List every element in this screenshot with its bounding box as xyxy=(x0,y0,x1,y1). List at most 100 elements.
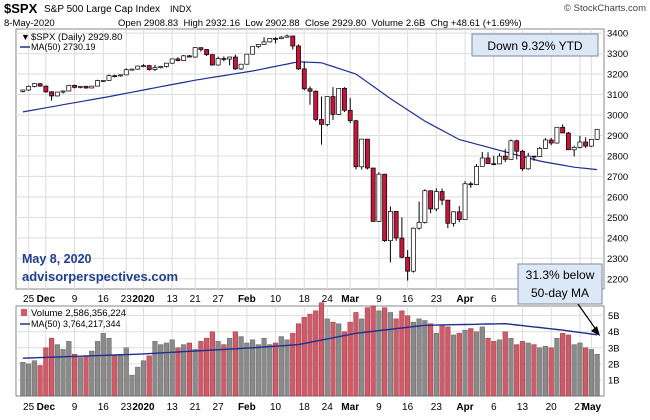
volume-bar xyxy=(163,342,169,397)
candle-body xyxy=(175,58,181,61)
candle-body xyxy=(192,47,198,58)
candle-body xyxy=(83,85,89,89)
candle-body xyxy=(158,66,164,69)
date-tick-label: 24 xyxy=(322,402,334,413)
date-tick-label: Apr xyxy=(456,402,473,413)
candle-body xyxy=(146,65,152,70)
date-tick-label: 16 xyxy=(402,402,414,413)
volume-bar xyxy=(158,344,164,397)
price-tick-label: 3000 xyxy=(607,110,628,121)
volume-bar xyxy=(146,355,152,397)
candle-body xyxy=(186,55,192,58)
date-tick-label: 6 xyxy=(491,294,497,305)
candle-body xyxy=(135,65,141,70)
volume-bar xyxy=(439,325,445,397)
price-tick-label: 3400 xyxy=(607,29,628,40)
volume-bar xyxy=(508,337,514,397)
candles xyxy=(20,34,600,281)
volume-bar xyxy=(60,349,66,397)
candle-body xyxy=(152,67,158,70)
price-legend: ▼ $SPX (Daily) 2929.80 MA(50) 2730.19 xyxy=(20,32,122,52)
price-tick-label: 2800 xyxy=(607,151,628,162)
candle-body xyxy=(336,88,342,115)
volume-bar xyxy=(330,321,336,397)
date-tick-label: 13 xyxy=(167,402,179,413)
volume-bar xyxy=(324,318,330,397)
volume-bar xyxy=(594,354,600,397)
volume-bar xyxy=(370,305,376,397)
volume-bar xyxy=(37,365,43,397)
candle-body xyxy=(95,80,100,87)
volume-bar xyxy=(152,341,158,397)
candle-body xyxy=(238,63,244,70)
date-tick-label: Dec xyxy=(37,402,56,413)
volume-bar xyxy=(341,331,348,397)
candle-body xyxy=(319,119,324,125)
candle-body xyxy=(209,54,215,66)
volume-bar xyxy=(416,318,422,397)
candle-body xyxy=(445,199,451,224)
volume-bar xyxy=(261,337,267,397)
date-tick-label: 24 xyxy=(322,294,334,305)
candle-body xyxy=(410,227,416,272)
volume-bar xyxy=(428,323,434,397)
volume-bar xyxy=(307,313,313,397)
candle-body xyxy=(347,109,353,122)
volume-ma-line xyxy=(22,322,598,359)
volume-bar xyxy=(221,344,227,397)
volume-bar xyxy=(66,341,72,397)
legend-arrow-icon: ▼ xyxy=(21,32,30,42)
volume-bar xyxy=(313,310,319,397)
candle-body xyxy=(571,146,577,151)
volume-bar xyxy=(83,355,89,397)
candle-body xyxy=(468,183,474,186)
candle-body xyxy=(525,155,531,170)
volume-bar xyxy=(129,374,135,397)
volume-bar xyxy=(405,315,411,397)
candle-body xyxy=(342,88,347,111)
date-tick-label: 13 xyxy=(517,402,529,413)
date-tick-label: 2020 xyxy=(132,402,155,413)
volume-bar xyxy=(192,349,198,397)
volume-bar xyxy=(117,354,124,397)
volume-bar xyxy=(31,360,37,397)
volume-bar xyxy=(468,328,474,397)
candle-body xyxy=(543,139,548,149)
volume-bar xyxy=(267,344,273,397)
candle-body xyxy=(261,41,267,45)
candle-body xyxy=(100,80,106,82)
candle-body xyxy=(77,85,83,88)
candle-body xyxy=(531,155,537,158)
date-tick-label: Mar xyxy=(341,294,359,305)
candle-body xyxy=(324,96,330,125)
volume-bar xyxy=(359,318,365,397)
candle-body xyxy=(118,74,123,77)
date-tick-label: 9 xyxy=(376,294,382,305)
price-tick-label: 2200 xyxy=(607,274,628,285)
candle-body xyxy=(405,256,411,272)
candle-body xyxy=(560,126,566,134)
candle-body xyxy=(89,85,95,89)
candle-body xyxy=(43,85,49,93)
ytd-label: Down 9.32% YTD xyxy=(487,39,582,53)
candle-body xyxy=(181,55,187,61)
candle-body xyxy=(66,84,72,92)
date-tick-label: 23 xyxy=(431,402,443,413)
candle-body xyxy=(284,35,290,38)
price-tick-label: 2900 xyxy=(607,131,628,142)
legend-price: $SPX (Daily) 2929.80 xyxy=(31,32,122,43)
candle-body xyxy=(215,58,221,66)
candle-body xyxy=(508,140,514,160)
price-tick-label: 2600 xyxy=(607,192,628,203)
volume-bar xyxy=(255,344,261,397)
volume-bar xyxy=(376,310,382,397)
candle-body xyxy=(399,237,405,258)
ohlc-readout: Open 2908.83 High 2932.16 Low 2902.88 Cl… xyxy=(118,18,522,29)
date-tick-label: 23 xyxy=(121,294,133,305)
date-tick-label: 27 xyxy=(213,402,225,413)
volume-bar xyxy=(77,357,83,397)
candle-body xyxy=(479,157,485,167)
volume-bar xyxy=(227,337,233,397)
candle-body xyxy=(422,190,428,223)
